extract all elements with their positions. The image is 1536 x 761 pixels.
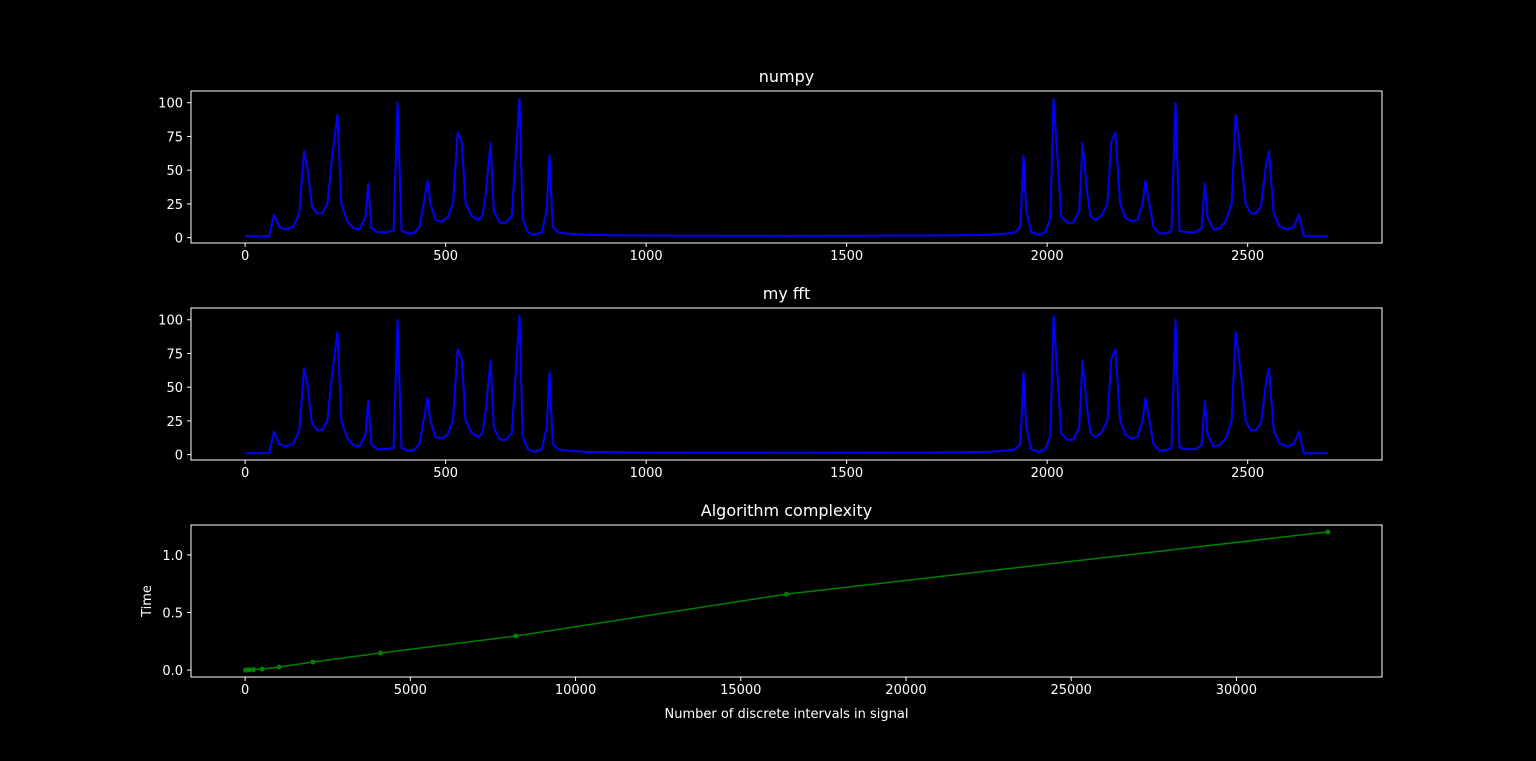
y-axis-label: Time: [140, 585, 155, 618]
axes-title: numpy: [759, 67, 815, 86]
axes-frame: [190, 90, 1383, 244]
x-tick-label: 1500: [830, 249, 863, 264]
data-line: [245, 314, 1328, 455]
x-tick-label: 500: [433, 466, 458, 481]
y-tick-label: 75: [166, 130, 183, 145]
y-tick-label: 25: [166, 415, 183, 430]
data-point: [1325, 529, 1331, 535]
data-point: [246, 667, 252, 673]
data-point: [259, 666, 265, 672]
x-tick-label: 15000: [720, 683, 761, 698]
x-tick-label: 1000: [630, 249, 663, 264]
x-tick-label: 5000: [394, 683, 427, 698]
x-tick-label: 20000: [885, 683, 926, 698]
data-point: [784, 591, 789, 597]
axes-title: Algorithm complexity: [701, 501, 872, 520]
y-tick-label: 75: [166, 347, 183, 362]
x-tick-label: 30000: [1216, 683, 1257, 698]
y-tick-label: 0: [175, 449, 183, 464]
y-tick-label: 0.0: [162, 664, 183, 679]
y-tick-label: 50: [166, 164, 183, 179]
data-point: [377, 650, 383, 656]
axes-title: my fft: [763, 284, 810, 303]
y-tick-label: 0: [175, 232, 183, 247]
x-tick-label: 25000: [1051, 683, 1092, 698]
data-point: [276, 664, 282, 670]
data-point: [310, 659, 316, 665]
x-tick-label: 2500: [1231, 466, 1264, 481]
x-tick-label: 0: [241, 466, 249, 481]
y-tick-label: 25: [166, 198, 183, 213]
x-tick-label: 1500: [830, 466, 863, 481]
y-tick-label: 1.0: [162, 549, 183, 564]
x-tick-label: 0: [241, 683, 249, 698]
x-tick-label: 500: [433, 249, 458, 264]
x-tick-label: 1000: [630, 466, 663, 481]
y-tick-label: 100: [158, 314, 183, 329]
data-line: [245, 97, 1328, 238]
y-tick-label: 100: [158, 97, 183, 112]
x-tick-label: 0: [241, 249, 249, 264]
x-tick-label: 2000: [1031, 466, 1064, 481]
y-tick-label: 50: [166, 381, 183, 396]
data-point: [513, 633, 519, 639]
x-tick-label: 2000: [1031, 249, 1064, 264]
y-tick-label: 0.5: [162, 607, 183, 622]
x-tick-label: 2500: [1231, 249, 1264, 264]
x-tick-label: 10000: [555, 683, 596, 698]
axes-frame: [190, 307, 1383, 461]
data-point: [251, 667, 257, 673]
x-axis-label: Number of discrete intervals in signal: [665, 707, 909, 722]
